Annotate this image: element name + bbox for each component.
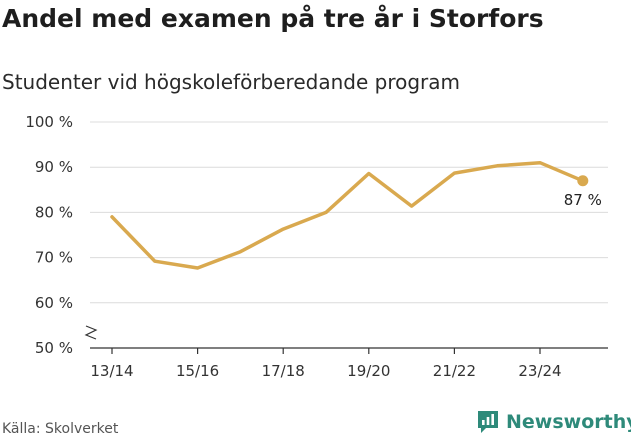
last-value-label: 87 % [564, 191, 602, 209]
newsworthy-logo-text: Newsworthy [506, 411, 631, 433]
x-tick-label: 17/18 [262, 362, 305, 380]
y-tick-label: 60 % [35, 294, 73, 312]
y-tick-label: 50 % [35, 339, 73, 357]
y-tick-label: 80 % [35, 203, 73, 221]
axis-break-marker [84, 325, 98, 340]
newsworthy-logo: Newsworthy [476, 409, 631, 435]
line-chart: 50 % 60 % 70 % 80 % 90 % 100 % 13/14 15/16 17/18… [25, 113, 608, 380]
x-tick-label: 21/22 [433, 362, 476, 380]
x-tick-label: 19/20 [347, 362, 390, 380]
chart-subtitle: Studenter vid högskoleförberedande progr… [2, 70, 460, 94]
y-tick-label: 100 % [25, 113, 73, 131]
series-line [110, 160, 585, 270]
y-tick-label: 90 % [35, 158, 73, 176]
x-tick-label: 23/24 [518, 362, 561, 380]
x-tick-label: 13/14 [90, 362, 133, 380]
y-tick-label: 70 % [35, 249, 73, 267]
x-tick-label: 15/16 [176, 362, 219, 380]
source-note: Källa: Skolverket [2, 421, 119, 437]
last-point-marker [577, 175, 589, 187]
newsworthy-logo-icon [478, 411, 498, 433]
chart-title: Andel med examen på tre år i Storfors [2, 4, 544, 33]
